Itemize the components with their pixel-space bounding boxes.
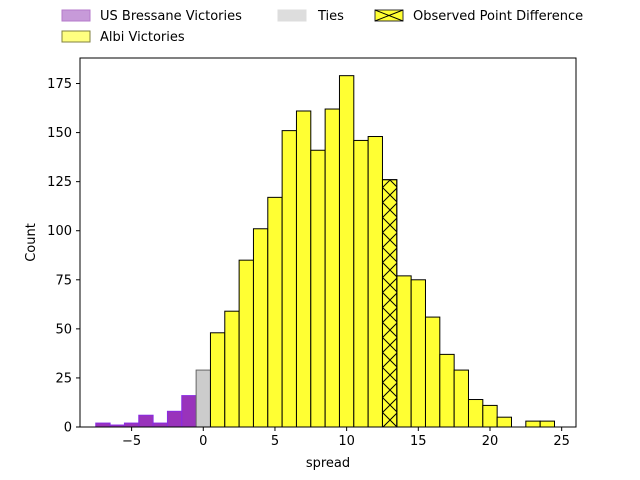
legend: US Bressane Victories Albi Victories Tie… (61, 9, 583, 45)
x-tick-label: 15 (410, 434, 427, 449)
legend-swatch-albi (61, 30, 91, 43)
legend-entry-ties: Ties (277, 9, 344, 24)
plot-frame (79, 57, 577, 428)
bar-albi-victories-18 (482, 404, 498, 428)
bar-albi-victories-14 (424, 316, 441, 428)
bar-albi-victories-10 (353, 139, 369, 428)
bar-albi-victories-6 (295, 110, 312, 428)
legend-entry-observed: Observed Point Difference (374, 9, 583, 24)
bar-us-bressane-victories-0 (95, 422, 111, 428)
x-axis: −5 0 5 10 15 20 25 (122, 427, 570, 449)
bar-albi-victories-13 (410, 279, 426, 428)
bar-albi-victories-16 (453, 369, 469, 428)
bar-albi-victories-7 (310, 149, 326, 428)
bar-albi-victories-17 (467, 399, 484, 428)
bar-observed-hatch-0 (381, 179, 398, 428)
bar-us-bressane-victories-4 (152, 422, 168, 428)
x-tick-label: 0 (199, 434, 207, 449)
x-tick-label: 10 (338, 434, 355, 449)
legend-swatch-observed-hatch (374, 9, 404, 22)
bar-albi-victories-3 (252, 228, 269, 428)
legend-swatch-ties (277, 9, 307, 22)
bar-albi-victories-15 (439, 353, 455, 428)
bar-albi-victories-11 (367, 136, 383, 428)
y-tick-label: 100 (47, 224, 72, 239)
y-tick-label: 50 (55, 322, 72, 337)
bar-albi-victories-0 (209, 332, 226, 428)
legend-label-ties: Ties (317, 9, 344, 24)
bar-us-bressane-victories-5 (166, 410, 183, 428)
bar-us-bressane-victories-3 (138, 414, 154, 428)
y-tick-label: 0 (64, 421, 72, 436)
y-tick-label: 75 (55, 273, 72, 288)
x-axis-label: spread (306, 456, 350, 471)
y-tick-label: 25 (55, 371, 72, 386)
y-axis: 0 25 50 75 100 125 150 175 (47, 77, 80, 436)
y-tick-label: 150 (47, 126, 72, 141)
bar-albi-victories-9 (338, 75, 355, 428)
x-tick-label: 25 (553, 434, 570, 449)
bar-us-bressane-victories-2 (123, 422, 140, 428)
bar-albi-victories-21 (539, 420, 555, 428)
bar-albi-victories-1 (224, 310, 240, 428)
x-tick-label: 5 (271, 434, 279, 449)
bars-layer (95, 75, 555, 428)
legend-swatch-bressane (61, 9, 91, 22)
bar-albi-victories-20 (525, 420, 541, 428)
legend-label-observed: Observed Point Difference (413, 9, 583, 24)
bar-albi-victories-12 (396, 275, 412, 428)
y-tick-label: 125 (47, 175, 72, 190)
bar-albi-victories-2 (238, 259, 254, 428)
bar-albi-victories-4 (267, 196, 283, 428)
bar-albi-victories-8 (324, 108, 340, 428)
y-tick-label: 175 (47, 77, 72, 92)
bar-albi-victories-5 (281, 130, 297, 428)
bar-us-bressane-victories-6 (181, 395, 197, 428)
x-tick-label: 20 (482, 434, 499, 449)
bar-ties-0 (195, 369, 211, 428)
legend-label-bressane: US Bressane Victories (100, 9, 242, 24)
bar-albi-victories-19 (496, 416, 512, 428)
legend-label-albi: Albi Victories (100, 30, 185, 45)
y-axis-label: Count (24, 223, 39, 262)
legend-entry-albi: Albi Victories (61, 30, 185, 45)
legend-entry-bressane: US Bressane Victories (61, 9, 242, 24)
x-tick-label: −5 (122, 434, 141, 449)
